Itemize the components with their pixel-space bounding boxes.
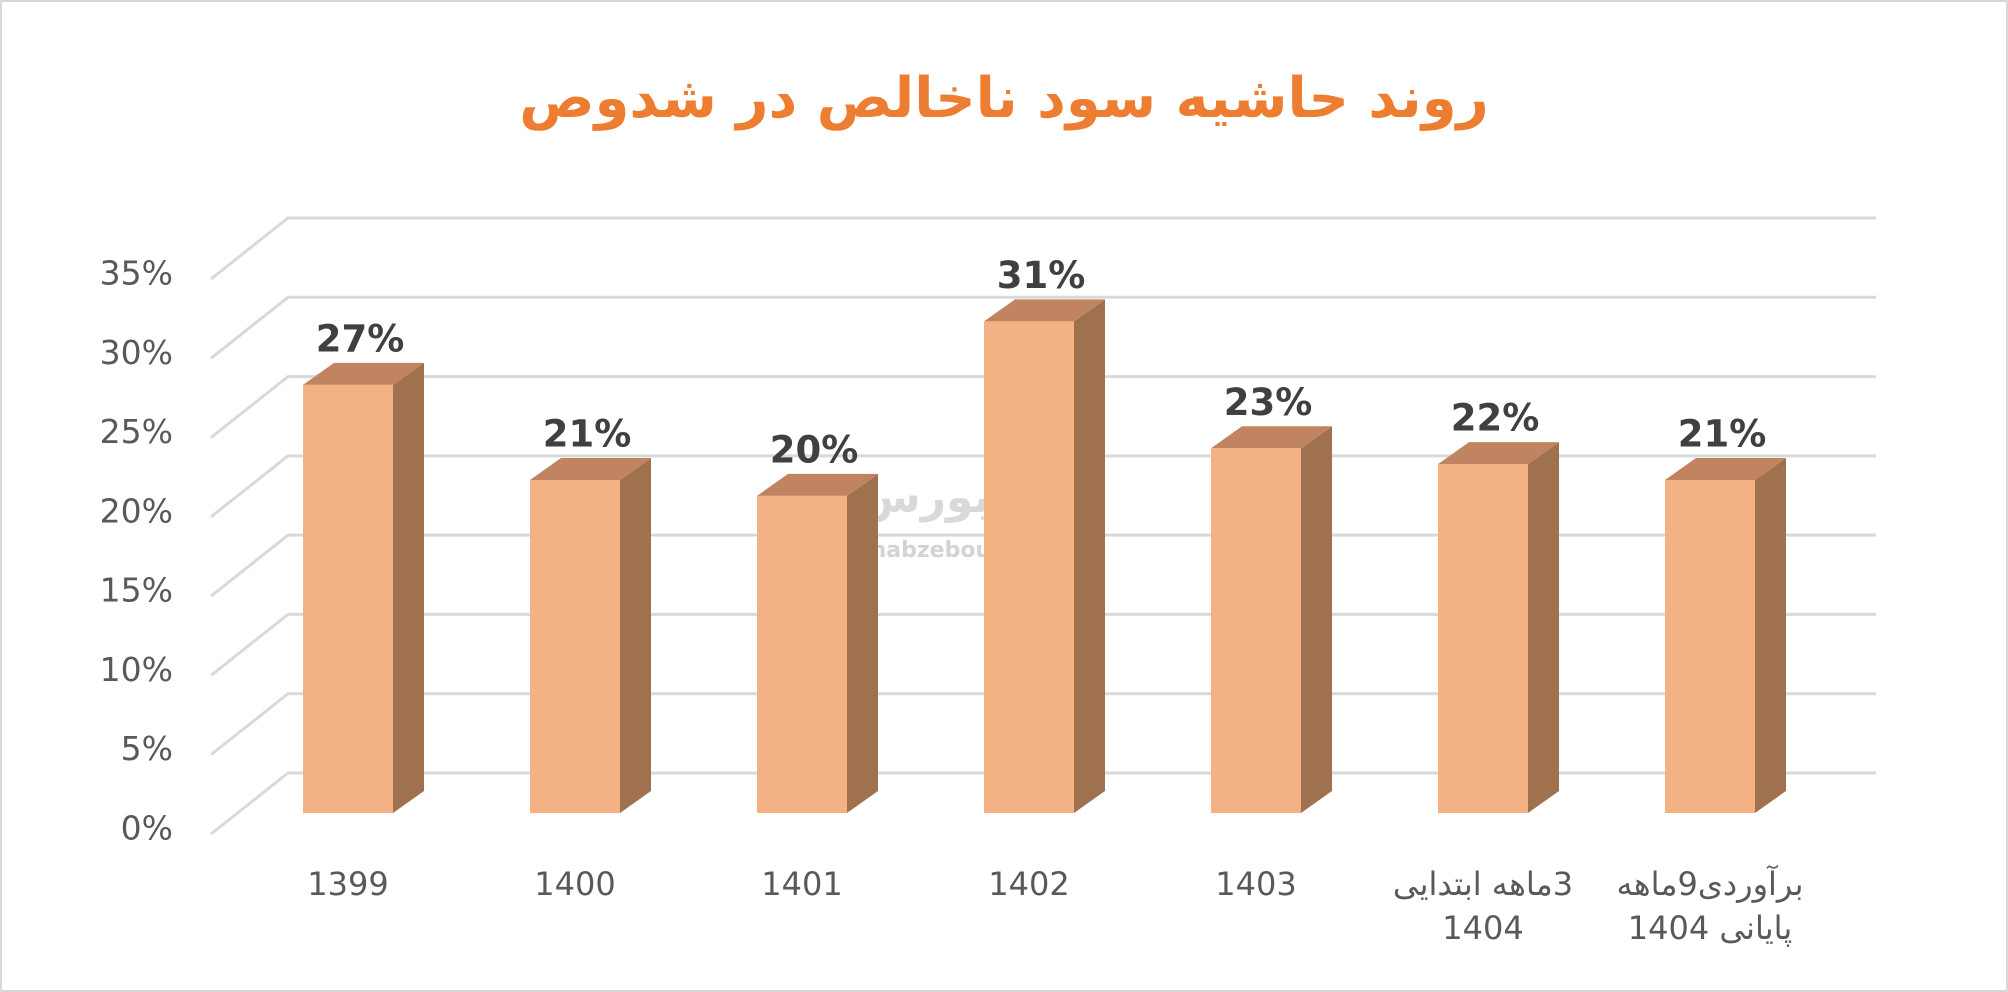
data-label: 23% [1224,381,1313,424]
bar-top [984,299,1105,322]
bar [530,458,651,813]
x-tick-label: 1403 [1215,865,1297,903]
y-tick-label: 30% [100,333,173,372]
data-label: 31% [997,254,1086,297]
bar-front [1211,448,1301,813]
grid-line [210,533,1876,598]
x-tick-label-box: 1400 [534,865,616,903]
grid-line [210,216,1876,281]
x-tick-label-box: 3ماهه ابتدایی 1404 [1392,865,1574,947]
bar-top [1438,442,1559,465]
chart-title: روند حاشیه سود ناخالص در شدوص [519,66,1489,131]
grid-line [210,454,1876,519]
data-label: 21% [543,413,632,456]
x-tick-label-box: 1399 [307,865,389,903]
bar-front [757,495,847,813]
bar-front [530,480,620,813]
x-tick-label: 1400 [534,865,616,903]
bar-side [393,362,424,813]
bar [757,473,878,813]
y-tick-label: 0% [121,809,173,848]
bar-side [1755,458,1786,813]
x-tick-label-box: 1402 [988,865,1070,903]
bar-top [303,362,424,385]
bar [303,362,424,813]
x-tick-label: 1401 [761,865,843,903]
grid-line [210,375,1876,439]
bar [1438,442,1559,813]
bar-front [1438,464,1528,813]
bar-side [1528,442,1559,813]
bar-front [1665,480,1755,813]
y-tick-label: 15% [100,571,173,610]
grid-line [210,771,1876,836]
grid-line [210,692,1876,756]
bar-top [1665,458,1786,480]
bar-top [1211,426,1332,449]
x-tick-label-box: برآوردی9ماهه پایانی 1404 [1616,865,1804,947]
bar [1665,458,1786,813]
y-tick-label: 25% [100,412,173,451]
bar-front [303,384,393,813]
x-tick-label: 1399 [307,865,389,903]
data-label: 27% [316,317,405,360]
grid-line [210,612,1876,677]
x-tick-label-box: 1403 [1215,865,1297,903]
bar-side [620,458,651,813]
bar [984,299,1105,813]
x-tick-label: 1402 [988,865,1070,903]
data-label: 20% [770,428,859,471]
y-tick-label: 20% [100,491,173,530]
x-tick-label-box: 1401 [761,865,843,903]
data-label: 22% [1451,397,1540,440]
x-tick-label: 3ماهه ابتدایی 1404 [1392,865,1574,947]
y-tick-label: 10% [100,650,173,689]
y-tick-label: 5% [121,729,173,768]
y-tick-label: 35% [100,254,173,293]
bar-side [1301,426,1332,813]
grid-line [210,295,1876,360]
bar-top [757,473,878,496]
data-label: 21% [1678,413,1767,456]
bar [1211,426,1332,813]
bar-top [530,458,651,480]
bar-front [984,321,1074,813]
bar-side [1074,299,1105,813]
bar-side [847,473,878,813]
x-tick-label: برآوردی9ماهه پایانی 1404 [1616,865,1804,947]
